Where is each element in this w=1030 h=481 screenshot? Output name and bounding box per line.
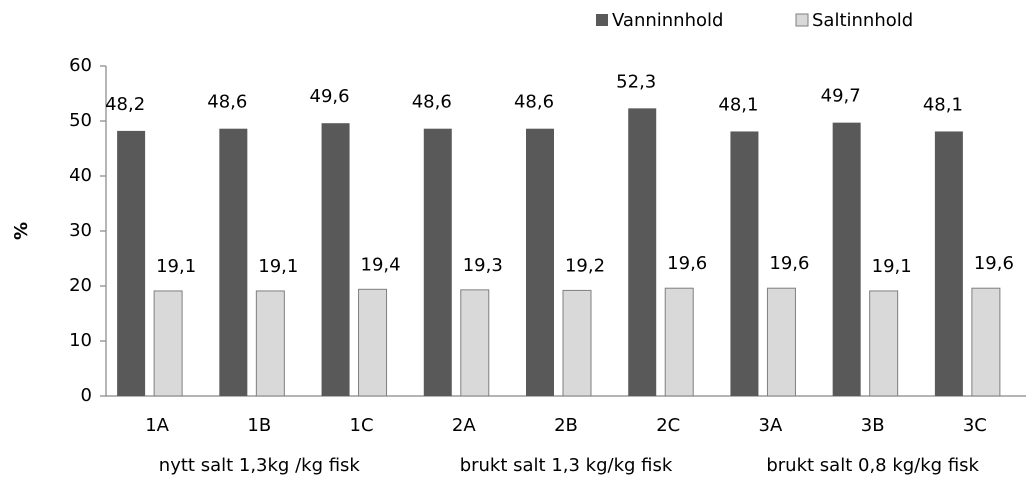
x-tick-label: 1C (350, 415, 374, 436)
x-tick-label: 1B (247, 415, 271, 436)
value-label: 19,6 (974, 253, 1014, 274)
x-tick-label: 2B (554, 415, 578, 436)
bar (117, 130, 146, 396)
y-tick-label: 40 (69, 165, 92, 186)
y-tick-label: 20 (69, 275, 92, 296)
y-tick-label: 0 (81, 385, 92, 406)
y-tick-label: 30 (69, 220, 92, 241)
value-label: 49,6 (310, 86, 350, 107)
value-label: 19,4 (361, 254, 401, 275)
bar (153, 290, 183, 397)
value-label: 19,1 (156, 256, 196, 277)
bar (219, 128, 248, 396)
bar (526, 128, 554, 396)
y-tick-label: 50 (69, 110, 92, 131)
x-tick-label: 3C (963, 415, 987, 436)
y-tick-label: 10 (69, 330, 92, 351)
legend-swatch (795, 13, 809, 27)
legend-label: Vanninnhold (612, 10, 723, 31)
bar (869, 290, 899, 397)
bar (664, 287, 694, 397)
x-tick-label: 2C (656, 415, 680, 436)
bar (832, 122, 861, 397)
bar (562, 289, 592, 397)
bar (423, 128, 452, 396)
bar (628, 108, 657, 396)
value-label: 19,6 (667, 253, 707, 274)
bar (460, 289, 490, 397)
legend-swatch (596, 14, 608, 26)
value-label: 48,2 (105, 94, 145, 115)
value-label: 48,6 (207, 92, 247, 113)
value-label: 19,1 (872, 256, 912, 277)
value-label: 48,1 (923, 94, 963, 115)
y-tick-label: 60 (69, 55, 92, 76)
legend-label: Saltinnhold (812, 10, 913, 31)
value-label: 48,1 (718, 94, 758, 115)
value-label: 49,7 (821, 86, 861, 107)
bar (255, 290, 285, 397)
x-tick-label: 3A (759, 415, 783, 436)
value-label: 48,6 (412, 92, 452, 113)
x-tick-label: 3B (861, 415, 885, 436)
group-label: brukt salt 1,3 kg/kg fisk (460, 455, 673, 476)
bar (321, 123, 350, 396)
value-label: 19,1 (258, 256, 298, 277)
x-tick-label: 2A (452, 415, 476, 436)
y-axis-label: % (11, 222, 32, 240)
bar (730, 131, 759, 396)
value-label: 52,3 (616, 71, 656, 92)
group-label: nytt salt 1,3kg /kg fisk (159, 455, 361, 476)
bar (934, 131, 963, 396)
x-tick-label: 1A (145, 415, 169, 436)
value-label: 48,6 (514, 92, 554, 113)
bar (358, 288, 388, 397)
group-label: brukt salt 0,8 kg/kg fisk (766, 455, 979, 476)
bar (971, 287, 1001, 397)
value-label: 19,6 (769, 253, 809, 274)
value-label: 19,2 (565, 255, 605, 276)
bar (766, 287, 796, 397)
value-label: 19,3 (463, 255, 503, 276)
